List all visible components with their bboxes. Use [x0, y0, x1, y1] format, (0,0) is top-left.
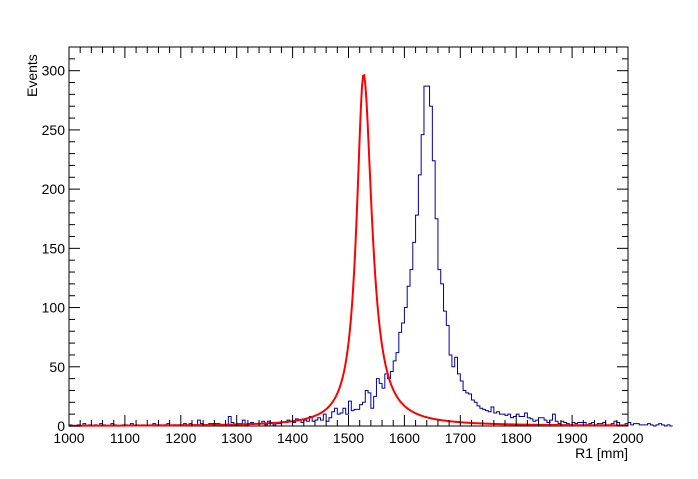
- histogram-series: [68, 85, 673, 427]
- y-tick-label: 300: [42, 63, 66, 79]
- x-tick-label: 1300: [221, 430, 252, 446]
- x-axis-label: R1 [mm]: [575, 445, 628, 461]
- x-tick-label: 1400: [277, 430, 308, 446]
- y-tick-label: 100: [42, 300, 66, 316]
- x-tick-label: 1700: [445, 430, 476, 446]
- y-tick-label: 150: [42, 240, 66, 256]
- fit-curve: [68, 73, 628, 427]
- y-axis-label: Events: [24, 54, 40, 97]
- y-tick-label: 50: [49, 359, 65, 375]
- y-tick-label: 200: [42, 181, 66, 197]
- x-tick-label: 1500: [333, 430, 364, 446]
- x-tick-label: 1100: [110, 430, 140, 446]
- x-tick-label: 1800: [501, 430, 532, 446]
- y-tick-label: 250: [42, 122, 66, 138]
- x-tick-label: 1900: [557, 430, 588, 446]
- x-tick-label: 1000: [53, 430, 84, 446]
- x-tick-label: 2000: [612, 430, 643, 446]
- x-tick-label: 1600: [389, 430, 420, 446]
- y-tick-label: 0: [57, 418, 65, 434]
- x-tick-label: 1200: [165, 430, 196, 446]
- plot-frame: [68, 46, 629, 427]
